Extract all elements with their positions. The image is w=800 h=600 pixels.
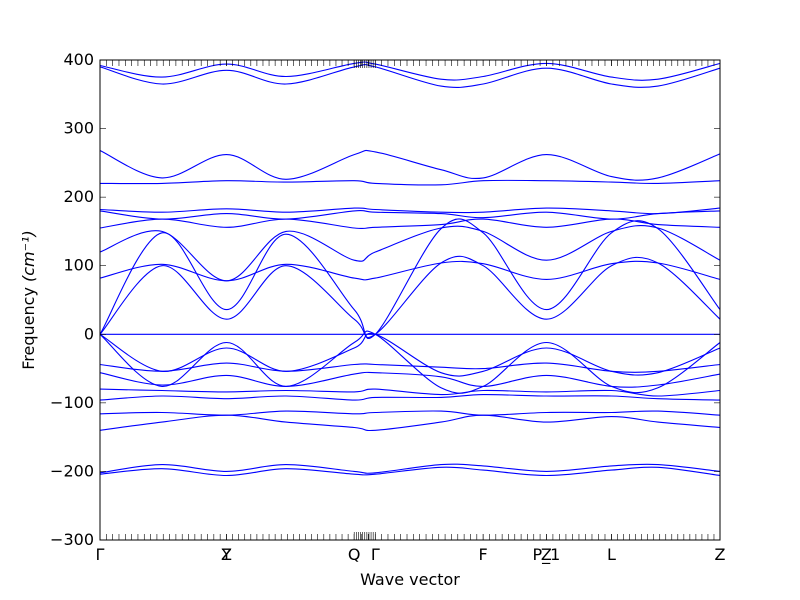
band-lines xyxy=(99,61,721,477)
y-axis-label-unit: (cm⁻¹) xyxy=(19,230,38,282)
x-tick-label: Z xyxy=(221,545,232,564)
band-line-18 xyxy=(99,410,721,416)
y-tick-label: 200 xyxy=(63,187,94,206)
x-tick-label: L xyxy=(607,545,616,564)
x-tick-label: Y xyxy=(221,545,232,564)
x-tick-label: Q xyxy=(348,545,361,564)
band-line-10 xyxy=(99,255,721,339)
y-axis-ticks: −300 −200 −100 0 100 200 300 400 xyxy=(50,50,720,549)
x-tick-label: Z xyxy=(541,545,552,564)
y-tick-label: 300 xyxy=(63,119,94,138)
band-line-12 xyxy=(99,330,721,394)
y-tick-label: −300 xyxy=(50,530,94,549)
x-tick-label: Z xyxy=(715,545,726,564)
band-line-14 xyxy=(99,362,721,373)
y-tick-label: −200 xyxy=(50,461,94,480)
band-line-19 xyxy=(99,414,721,432)
x-tick-label: Γ xyxy=(371,545,380,564)
band-line-3 xyxy=(99,179,721,186)
band-line-15 xyxy=(99,371,721,388)
plot-frame xyxy=(99,59,721,541)
y-tick-label: 400 xyxy=(63,50,94,69)
band-line-1 xyxy=(99,61,721,81)
band-line-6 xyxy=(99,218,721,230)
y-tick-label: 0 xyxy=(84,324,94,343)
x-tick-label: F xyxy=(479,545,488,564)
band-line-21 xyxy=(99,466,721,477)
x-axis-label: Wave vector xyxy=(360,570,460,589)
x-tick-label: Γ xyxy=(96,545,105,564)
band-line-16 xyxy=(99,388,721,397)
x-axis-ticks: Γ YZ Q Γ F P_1Z L Z xyxy=(96,60,726,565)
band-line-9 xyxy=(99,218,721,340)
y-tick-label: −100 xyxy=(50,393,94,412)
y-axis-label-text: Frequency xyxy=(19,287,38,370)
y-axis-label: Frequency (cm⁻¹) xyxy=(19,230,38,369)
y-tick-label: 100 xyxy=(63,256,94,275)
band-line-7 xyxy=(99,225,721,282)
band-line-8 xyxy=(99,260,721,282)
band-line-0 xyxy=(99,64,721,89)
band-line-13 xyxy=(99,332,721,377)
band-line-17 xyxy=(99,394,721,401)
band-line-2 xyxy=(99,149,721,181)
band-line-4 xyxy=(99,207,721,215)
x-tick-label: P_1 xyxy=(532,545,560,565)
band-line-20 xyxy=(99,463,721,474)
